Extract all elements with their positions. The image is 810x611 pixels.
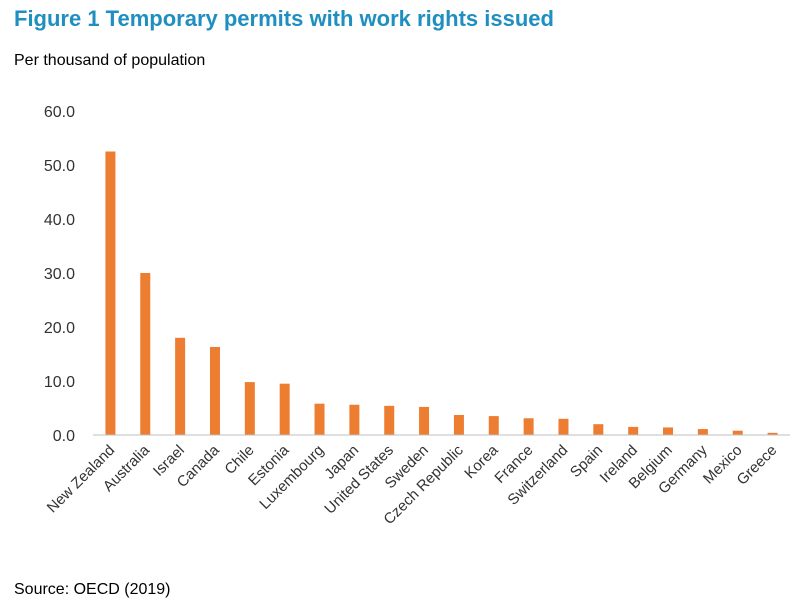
x-axis-category-labels: New ZealandAustraliaIsraelCanadaChileEst… xyxy=(44,441,781,528)
bar xyxy=(419,406,430,435)
y-tick-label: 60.0 xyxy=(44,104,75,121)
y-tick-label: 10.0 xyxy=(44,374,75,391)
bar xyxy=(244,382,255,435)
y-tick-label: 50.0 xyxy=(44,158,75,175)
bar xyxy=(663,427,674,435)
y-tick-label: 30.0 xyxy=(44,266,75,283)
bar xyxy=(767,432,778,435)
bar xyxy=(593,424,604,435)
bars xyxy=(105,151,778,435)
y-axis-ticks: 0.0 10.0 20.0 30.0 40.0 50.0 60.0 xyxy=(44,104,75,445)
y-tick-label: 0.0 xyxy=(53,428,75,445)
bar xyxy=(628,426,639,435)
figure-title: Figure 1 Temporary permits with work rig… xyxy=(14,6,554,31)
bar xyxy=(140,273,151,435)
bar xyxy=(453,415,464,435)
source-note: Source: OECD (2019) xyxy=(14,581,171,598)
bar xyxy=(175,337,186,435)
bar xyxy=(697,429,708,435)
x-category-label: Greece xyxy=(734,442,781,489)
bar xyxy=(384,405,395,435)
bar xyxy=(732,430,743,435)
bar xyxy=(523,418,534,435)
bar-chart: 0.0 10.0 20.0 30.0 40.0 50.0 60.0 New ZealandA… xyxy=(44,104,790,528)
y-axis-unit-label: Per thousand of population xyxy=(14,52,206,69)
bar xyxy=(105,151,116,435)
bar xyxy=(558,418,569,435)
bar xyxy=(279,383,290,435)
y-tick-label: 20.0 xyxy=(44,320,75,337)
bar xyxy=(209,346,220,435)
y-tick-label: 40.0 xyxy=(44,212,75,229)
bar xyxy=(488,416,499,435)
bar xyxy=(349,404,360,435)
bar xyxy=(314,403,325,435)
